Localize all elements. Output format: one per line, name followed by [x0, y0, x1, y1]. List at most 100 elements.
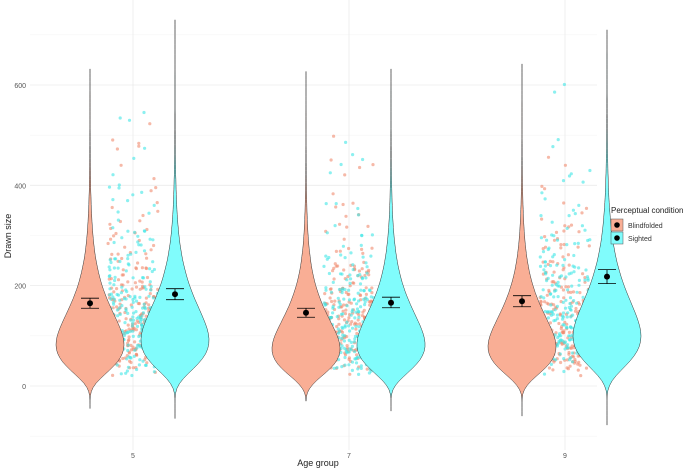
data-point — [569, 290, 573, 294]
data-point — [348, 281, 352, 285]
data-point — [118, 116, 122, 120]
violin-sighted — [356, 68, 426, 412]
data-point — [109, 260, 113, 265]
data-point — [108, 258, 112, 262]
data-point — [367, 300, 371, 304]
data-point — [117, 186, 121, 190]
data-point — [571, 208, 576, 212]
data-point — [338, 249, 342, 253]
data-point — [144, 252, 148, 256]
data-point — [581, 295, 585, 299]
data-point — [561, 331, 565, 335]
data-point — [322, 264, 326, 268]
data-point — [359, 366, 363, 370]
data-point — [555, 304, 560, 308]
data-point — [361, 255, 365, 259]
data-point — [573, 212, 577, 216]
data-point — [567, 352, 571, 356]
data-point — [577, 302, 582, 306]
data-point — [125, 369, 129, 373]
data-point — [352, 298, 356, 302]
data-point — [564, 285, 568, 289]
data-point — [555, 263, 559, 267]
data-point — [588, 168, 592, 173]
data-point — [336, 331, 341, 335]
data-point — [347, 288, 351, 292]
data-point — [106, 241, 110, 246]
data-point — [358, 165, 362, 170]
data-point — [554, 230, 559, 234]
data-point — [121, 356, 125, 361]
data-point — [133, 281, 137, 285]
data-point — [329, 290, 333, 294]
x-tick-label: 9 — [563, 453, 567, 460]
data-point — [341, 333, 345, 337]
data-point — [138, 343, 142, 348]
data-point — [129, 252, 133, 256]
data-point — [539, 300, 543, 304]
data-point — [576, 368, 580, 372]
data-point — [540, 217, 544, 221]
data-point — [140, 266, 144, 270]
data-point — [360, 247, 364, 251]
data-point — [126, 199, 130, 203]
data-point — [559, 246, 563, 250]
data-point — [338, 302, 342, 306]
data-point — [117, 183, 121, 187]
data-point — [371, 163, 375, 167]
data-point — [561, 288, 566, 292]
data-point — [584, 206, 589, 210]
data-point — [126, 343, 130, 347]
data-point — [115, 363, 119, 367]
data-point — [152, 203, 156, 207]
data-point — [543, 245, 548, 249]
data-point — [121, 268, 125, 272]
data-point — [569, 315, 573, 319]
data-point — [348, 329, 352, 333]
data-point — [133, 322, 137, 326]
data-point — [349, 251, 353, 255]
data-point — [332, 366, 336, 370]
data-point — [109, 277, 113, 281]
data-point — [340, 325, 344, 329]
violin-blindfolded — [55, 68, 125, 409]
data-point — [554, 283, 558, 287]
data-point — [129, 318, 133, 322]
x-axis-label: Age group — [297, 458, 339, 468]
data-point — [356, 318, 360, 322]
data-point — [324, 286, 328, 290]
data-point — [143, 285, 147, 289]
data-point — [113, 257, 117, 261]
data-point — [349, 313, 353, 317]
data-point — [108, 222, 112, 226]
data-point — [343, 363, 347, 367]
data-point — [107, 265, 111, 269]
data-point — [563, 224, 567, 228]
data-point — [576, 241, 580, 245]
data-point — [553, 90, 557, 94]
violin-sighted — [140, 19, 210, 419]
data-point — [115, 305, 119, 309]
data-point — [567, 330, 572, 334]
data-point — [340, 291, 344, 295]
data-point — [152, 370, 156, 374]
data-point — [559, 334, 563, 338]
data-point — [572, 355, 576, 359]
data-point — [148, 237, 152, 241]
data-point — [565, 226, 569, 230]
data-point — [551, 273, 555, 277]
data-point — [327, 271, 331, 276]
data-point — [335, 324, 339, 329]
data-point — [129, 356, 133, 360]
data-point — [366, 224, 370, 228]
data-point — [329, 158, 333, 162]
data-point — [349, 277, 353, 281]
data-point — [325, 231, 329, 235]
data-point — [115, 287, 119, 291]
data-point — [147, 211, 151, 215]
data-point — [145, 227, 149, 232]
data-point — [131, 276, 135, 280]
data-point — [350, 360, 355, 364]
data-point — [543, 264, 548, 268]
data-point — [351, 201, 355, 205]
